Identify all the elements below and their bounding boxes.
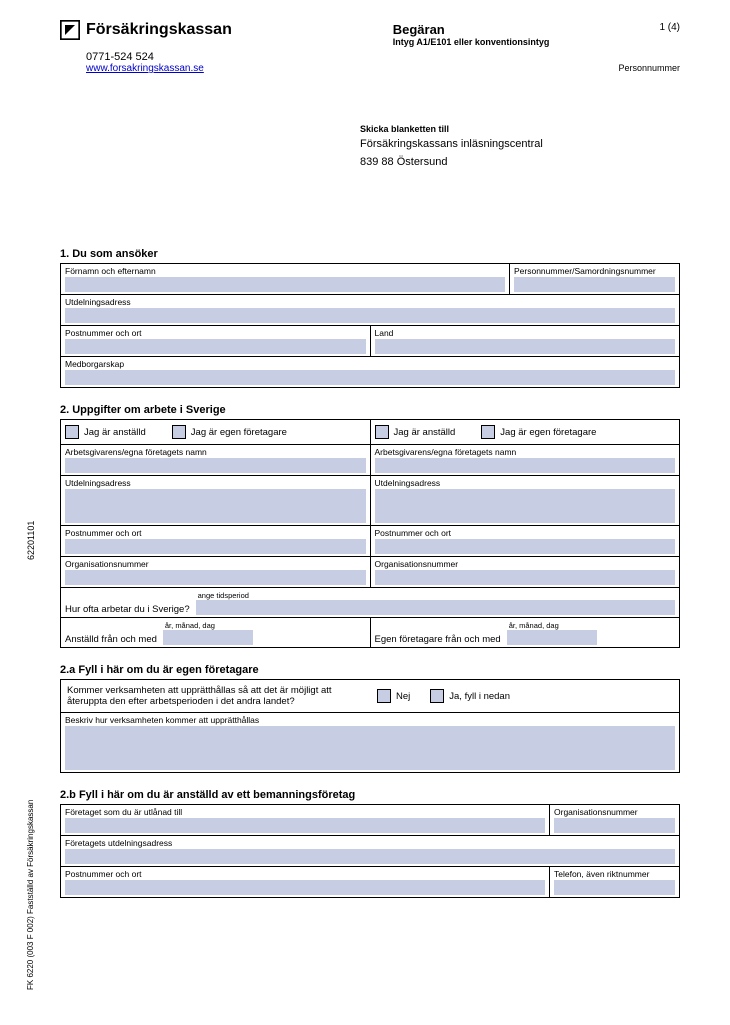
ja-label: Ja, fyll i nedan [449,691,510,702]
section-2a-box: Kommer verksamheten att upprätthållas så… [60,679,680,773]
header-right: Begäran Intyg A1/E101 eller konventionsi… [393,20,680,47]
employer-label-l: Arbetsgivarens/egna företagets namn [65,447,366,457]
org2-label-l: Organisationsnummer [65,559,366,569]
org2-input-l[interactable] [65,570,366,585]
employed-from: Anställd från och med [65,622,157,645]
send-line-2: 839 88 Östersund [360,156,680,168]
pnr-input[interactable] [514,277,675,292]
post2-label-r: Postnummer och ort [375,528,676,538]
personnummer-label: Personnummer [618,63,680,74]
company-label: Företaget som du är utlånad till [65,807,545,817]
phone2b-input[interactable] [554,880,675,895]
page: Försäkringskassan Begäran Intyg A1/E101 … [0,0,730,918]
citizen-label: Medborgarskap [65,359,675,369]
cb-lbl-2: Jag är egen företagare [191,427,287,438]
org2-label-r: Organisationsnummer [375,559,676,569]
self-from-input[interactable] [507,630,597,645]
send-to-block: Skicka blanketten till Försäkringskassan… [360,124,680,168]
logo-block: Försäkringskassan [60,20,232,40]
addr2-label-l: Utdelningsadress [65,478,366,488]
date-hint-r: år, månad, dag [509,621,559,630]
header-row: Försäkringskassan Begäran Intyg A1/E101 … [60,20,680,47]
cb-foretagare-1[interactable] [172,425,186,439]
addr2b-label: Företagets utdelningsadress [65,838,675,848]
org2b-input[interactable] [554,818,675,833]
org2-input-r[interactable] [375,570,676,585]
section-2-box: Jag är anställd Jag är egen företagare J… [60,419,680,648]
employed-from-input[interactable] [163,630,253,645]
pnr-label: Personnummer/Samordningsnummer [514,266,675,276]
addr-input[interactable] [65,308,675,323]
describe-input[interactable] [65,726,675,770]
land-input[interactable] [375,339,676,354]
section-2-title: 2. Uppgifter om arbete i Sverige [60,404,680,416]
addr2-label-r: Utdelningsadress [375,478,676,488]
nej-label: Nej [396,691,410,702]
section-2b-title: 2.b Fyll i här om du är anställd av ett … [60,789,680,801]
land-label: Land [375,328,676,338]
doc-title: Begäran [393,22,550,37]
cb-lbl-4: Jag är egen företagare [500,427,596,438]
employer-label-r: Arbetsgivarens/egna företagets namn [375,447,676,457]
post2-input-l[interactable] [65,539,366,554]
cb-foretagare-2[interactable] [481,425,495,439]
period-hint: ange tidsperiod [198,591,249,600]
cb-ja[interactable] [430,689,444,703]
post2b-label: Postnummer och ort [65,869,545,879]
post-input[interactable] [65,339,366,354]
employer-input-r[interactable] [375,458,676,473]
post2-input-r[interactable] [375,539,676,554]
how-often-q: Hur ofta arbetar du i Sverige? [65,592,190,615]
website-link[interactable]: www.forsakringskassan.se [86,63,204,74]
section-1-title: 1. Du som ansöker [60,248,680,260]
phone2b-label: Telefon, även riktnummer [554,869,675,879]
post2b-input[interactable] [65,880,545,895]
employer-input-l[interactable] [65,458,366,473]
send-heading: Skicka blanketten till [360,124,680,134]
page-number: 1 (4) [659,22,680,47]
cb-lbl-3: Jag är anställd [394,427,456,438]
name-label: Förnamn och efternamn [65,266,505,276]
section-2a-title: 2.a Fyll i här om du är egen företagare [60,664,680,676]
send-line-1: Försäkringskassans inläsningscentral [360,138,680,150]
section-1-box: Förnamn och efternamn Personnummer/Samor… [60,263,680,388]
cb-lbl-1: Jag är anställd [84,427,146,438]
addr2b-input[interactable] [65,849,675,864]
citizen-input[interactable] [65,370,675,385]
section-2b-box: Företaget som du är utlånad till Organis… [60,804,680,898]
doc-subtitle: Intyg A1/E101 eller konventionsintyg [393,37,550,47]
cb-anstalld-1[interactable] [65,425,79,439]
describe-label: Beskriv hur verksamheten kommer att uppr… [65,715,675,725]
2a-question: Kommer verksamheten att upprätthållas så… [67,685,357,707]
cb-anstalld-2[interactable] [375,425,389,439]
org2b-label: Organisationsnummer [554,807,675,817]
post-label: Postnummer och ort [65,328,366,338]
org-name: Försäkringskassan [86,21,232,39]
header-row-2: 0771-524 524 www.forsakringskassan.se Pe… [60,51,680,74]
date-hint-l: år, månad, dag [165,621,215,630]
logo-icon [60,20,80,40]
phone: 0771-524 524 [86,51,680,63]
addr2-input-r[interactable] [375,489,676,523]
company-input[interactable] [65,818,545,833]
self-from: Egen företagare från och med [375,622,501,645]
addr-label: Utdelningsadress [65,297,675,307]
name-input[interactable] [65,277,505,292]
post2-label-l: Postnummer och ort [65,528,366,538]
how-often-input[interactable] [196,600,675,615]
cb-nej[interactable] [377,689,391,703]
addr2-input-l[interactable] [65,489,366,523]
